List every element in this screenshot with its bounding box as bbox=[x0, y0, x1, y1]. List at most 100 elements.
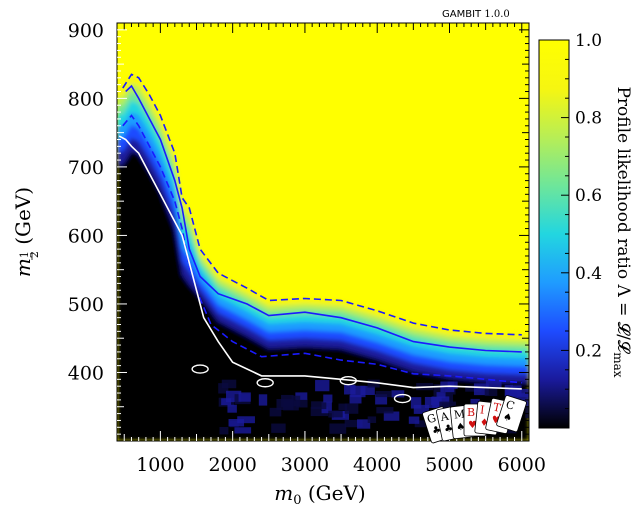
heatmap-cell bbox=[484, 388, 498, 397]
y-tick-label: 700 bbox=[68, 157, 104, 179]
heatmap-cell bbox=[505, 390, 518, 402]
heatmap-cell bbox=[344, 403, 359, 414]
heatmap-cell bbox=[367, 379, 380, 388]
logo-card-suit: ♦ bbox=[479, 417, 489, 429]
heatmap-cell bbox=[424, 396, 442, 409]
colorbar: 0.2 0.4 0.6 0.8 1.0 bbox=[538, 31, 602, 429]
contour-68-best bbox=[125, 84, 522, 353]
logo-card-suit: ♣ bbox=[431, 424, 443, 437]
heatmap-cell bbox=[349, 394, 362, 404]
heatmap-cell bbox=[344, 419, 363, 428]
heatmap-cell bbox=[357, 419, 371, 429]
contour-lines bbox=[118, 73, 522, 404]
heatmap-cell bbox=[219, 426, 229, 435]
heatmap-cell bbox=[525, 406, 529, 419]
heatmap-cell bbox=[291, 395, 301, 407]
colorbar-tick-label: 0.4 bbox=[575, 264, 602, 284]
heatmap-cell bbox=[485, 379, 502, 389]
heatmap-cell bbox=[269, 407, 282, 417]
logo-card-letter: C bbox=[504, 398, 516, 413]
colorbar-tick-label: 0.8 bbox=[575, 109, 602, 129]
contour-95-island bbox=[256, 378, 274, 388]
y-tick-label: 900 bbox=[68, 20, 104, 42]
heatmap-cell bbox=[338, 403, 348, 411]
x-tick-label: 3000 bbox=[281, 454, 329, 476]
logo-card-suit: ♥ bbox=[468, 420, 477, 431]
heatmap-cell bbox=[375, 390, 392, 398]
heatmap-cell bbox=[310, 406, 329, 417]
gambit-logo: G♣A♣M♠B♥I♦T♥C♠ bbox=[422, 395, 527, 444]
heatmap-cell bbox=[226, 390, 242, 403]
heatmap-cell bbox=[344, 384, 356, 395]
logo-card-letter: M bbox=[453, 407, 466, 421]
contour-68-lower bbox=[122, 114, 522, 384]
heatmap-cell bbox=[367, 416, 377, 423]
logo-card-suit: ♠ bbox=[501, 411, 513, 424]
heatmap-cell bbox=[473, 383, 489, 396]
heatmap-cell bbox=[470, 398, 480, 407]
svg-text:m12 (GeV): m12 (GeV) bbox=[11, 187, 41, 277]
heatmap-cell bbox=[323, 394, 333, 403]
heatmap-cell bbox=[234, 427, 252, 434]
logo-card-letter: G bbox=[425, 411, 437, 426]
heatmap-cell bbox=[413, 404, 430, 414]
y-tick-label: 400 bbox=[68, 362, 104, 384]
heatmap-cell bbox=[315, 380, 330, 392]
logo-card-suit: ♣ bbox=[443, 423, 454, 436]
heatmap-cell bbox=[271, 423, 286, 433]
heatmap-cell bbox=[410, 397, 422, 409]
heatmap-cell bbox=[221, 398, 232, 406]
heatmap-cell bbox=[383, 411, 400, 421]
heatmap-cell bbox=[296, 399, 308, 408]
logo-card-letter: B bbox=[467, 406, 475, 419]
logo-card-suit: ♥ bbox=[490, 414, 501, 427]
contour-95 bbox=[118, 135, 522, 390]
heatmap-cell bbox=[295, 392, 308, 400]
heatmap-cell bbox=[391, 390, 405, 398]
heatmap-cell bbox=[360, 385, 375, 395]
heatmap-cell bbox=[238, 392, 251, 402]
heatmap-cell bbox=[408, 416, 420, 424]
y-axis: 400 500 600 700 800 900 bbox=[68, 20, 529, 435]
logo-card-letter: A bbox=[438, 409, 450, 424]
heatmap-cell bbox=[436, 392, 446, 399]
colorbar-tick-label: 1.0 bbox=[575, 31, 602, 51]
logo-card: C♠ bbox=[496, 395, 527, 433]
y-tick-label: 600 bbox=[68, 225, 104, 247]
heatmap-cell bbox=[237, 416, 255, 424]
heatmap-cell bbox=[513, 381, 522, 390]
x-tick-label: 6000 bbox=[498, 454, 546, 476]
heatmap-cell bbox=[414, 420, 429, 428]
heatmap-cell bbox=[376, 407, 394, 414]
colorbar-tick-label: 0.2 bbox=[575, 341, 602, 361]
svg-text:Profile likelihood ratio Λ = �: Profile likelihood ratio Λ = 𝓛/𝓛max bbox=[611, 86, 632, 377]
heatmap-cell bbox=[439, 401, 457, 411]
gambit-tag: GAMBIT 1.0.0 bbox=[442, 9, 510, 20]
contour-95-island bbox=[339, 375, 357, 386]
heatmap-cell bbox=[375, 394, 388, 405]
heatmap-cell bbox=[276, 399, 294, 410]
heatmap-cell bbox=[517, 393, 529, 401]
svg-text:GAMBIT 1.0.0: GAMBIT 1.0.0 bbox=[442, 9, 510, 20]
logo-card-suit: ♠ bbox=[456, 422, 466, 434]
heatmap-cell bbox=[321, 401, 332, 414]
colorbar-gradient-rect bbox=[538, 39, 570, 429]
heatmap-cell bbox=[350, 385, 366, 398]
y-tick-label: 800 bbox=[68, 88, 104, 110]
contour-68-upper bbox=[122, 73, 522, 336]
y-axis-title: m12 (GeV) bbox=[11, 187, 41, 277]
x-tick-label: 5000 bbox=[425, 454, 473, 476]
heatmap-cell bbox=[258, 394, 268, 406]
plot-frame bbox=[116, 22, 530, 442]
y-tick-label: 500 bbox=[68, 294, 104, 316]
colorbar-title: Profile likelihood ratio Λ = 𝓛/𝓛max bbox=[611, 86, 632, 377]
x-tick-label: 4000 bbox=[353, 454, 401, 476]
heatmap-area bbox=[117, 23, 529, 441]
heatmap-cell bbox=[311, 401, 327, 410]
heatmap-cell bbox=[218, 383, 229, 394]
contour-95-island bbox=[191, 364, 209, 374]
colorbar-tick-label: 0.6 bbox=[575, 186, 602, 206]
heatmap-cell bbox=[329, 423, 347, 434]
x-tick-label: 2000 bbox=[208, 454, 256, 476]
